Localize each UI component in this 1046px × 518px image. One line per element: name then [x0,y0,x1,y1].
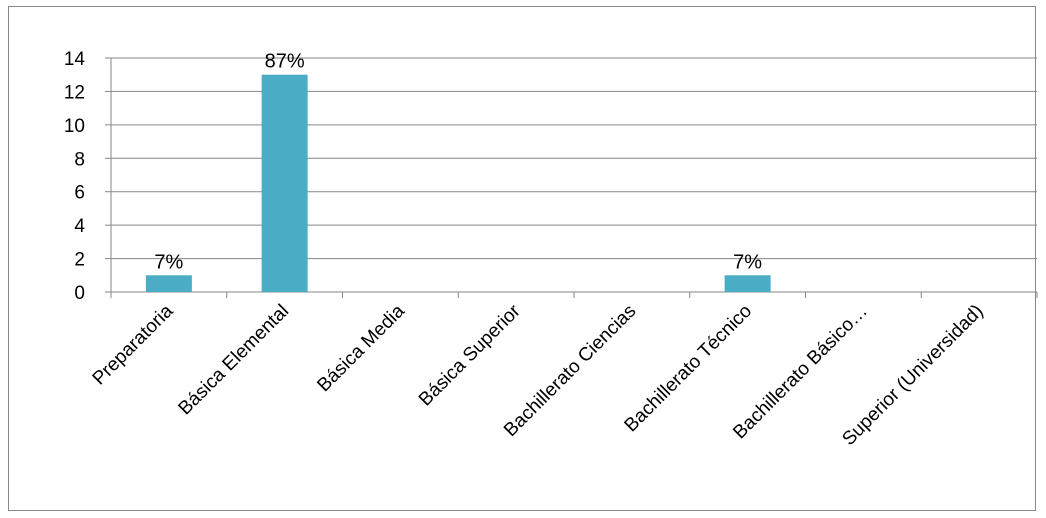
category-label: Bachillerato Técnico [621,301,757,437]
bar [724,275,771,292]
bar [145,275,192,292]
y-tick-label: 6 [74,183,85,204]
category-label: Preparatoria [89,300,178,389]
category-label: Básica Elemental [175,301,294,420]
y-tick-label: 8 [74,149,85,170]
data-label: 87% [265,51,305,73]
y-tick-label: 4 [74,216,85,237]
category-label: Básica Media [313,300,409,396]
category-label: Básica Superior [415,300,525,410]
bar [261,74,308,292]
data-label: 7% [733,251,762,273]
y-tick-label: 2 [74,250,85,271]
category-label: Bachillerato Ciencias [500,301,640,441]
y-tick-label: 12 [64,82,85,103]
data-label: 7% [154,251,183,273]
y-tick-label: 14 [64,49,86,70]
y-tick-label: 0 [74,283,85,304]
y-tick-label: 10 [64,116,85,137]
